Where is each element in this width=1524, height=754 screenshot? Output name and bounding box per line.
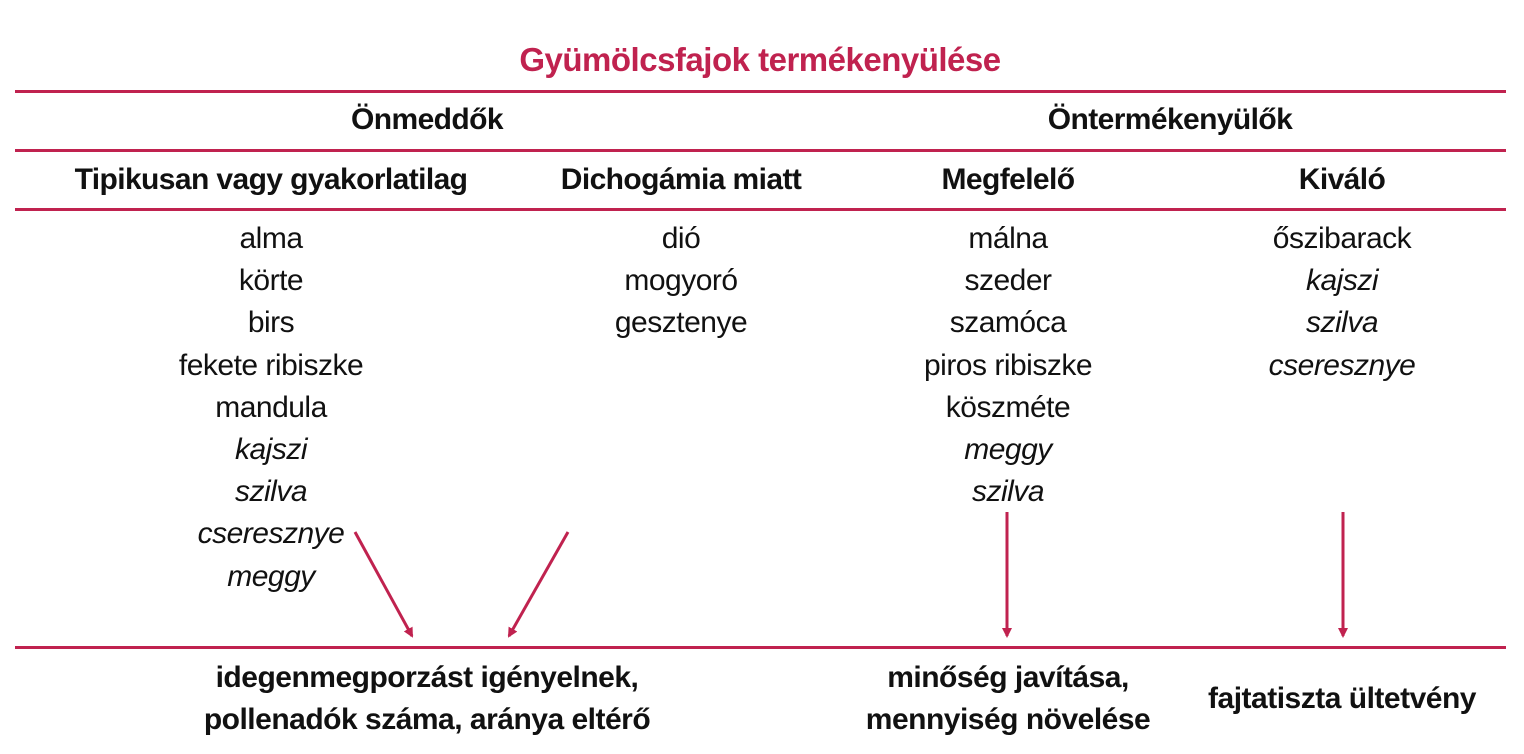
list-item: meggy [227,559,315,593]
outcome-good-line2: mennyiség növelése [865,703,1151,736]
divider-bottom [15,646,1506,649]
diagram-title: Gyümölcsfajok termékenyülése [519,41,1001,78]
outcome-self-sterile: idegenmegporzást igényelnek, pollenadók … [203,657,651,741]
column-list-dichogamy: dió mogyoró gesztenye [614,218,748,345]
outcome-self-sterile-line2: pollenadók száma, aránya eltérő [203,703,651,736]
column-list-typical: alma körte birs fekete ribiszke mandula kajsz… [178,218,364,598]
list-item: kajszi [1305,264,1379,298]
list-item: mandula [215,390,327,424]
group-header-self-sterile: Önmeddők [351,103,503,136]
outcome-good-line1: minőség javítása, [887,661,1129,694]
divider-columns [15,208,1506,211]
divider-top [15,90,1506,93]
column-header-typical: Tipikusan vagy gyakorlatilag [74,163,468,196]
column-list-good: málna szeder szamóca piros ribiszke köszméte… [923,218,1093,513]
list-item: alma [239,222,303,255]
list-item: kajszi [234,433,308,467]
list-item: gesztenye [614,306,748,340]
column-header-dichogamy: Dichogámia miatt [560,163,802,196]
list-item: szamóca [949,306,1067,340]
column-header-good: Megfelelő [941,163,1076,196]
outcome-excellent: fajtatiszta ültetvény [1208,682,1476,715]
list-item: málna [968,222,1048,255]
list-item: birs [247,306,295,340]
list-item: meggy [964,433,1052,467]
list-item: körte [238,264,304,298]
list-item: köszméte [945,390,1071,424]
arrow-typical [353,531,414,638]
list-item: őszibarack [1272,222,1412,255]
arrow-dichogamy [507,531,570,638]
list-item: fekete ribiszke [178,348,364,382]
list-item: szilva [234,475,308,509]
outcome-self-sterile-line1: idegenmegporzást igényelnek, [215,661,639,694]
group-header-self-fertile: Öntermékenyülők [1047,103,1293,136]
list-item: mogyoró [624,264,738,298]
column-header-excellent: Kiváló [1298,163,1386,196]
list-item: piros ribiszke [923,348,1093,382]
list-item: cseresznye [1268,348,1416,382]
list-item: szilva [971,475,1045,509]
list-item: cseresznye [197,517,345,551]
list-item: szeder [964,264,1052,298]
column-list-excellent: őszibarack kajszi szilva cseresznye [1269,218,1416,387]
outcome-good: minőség javítása, mennyiség növelése [865,657,1151,741]
divider-groups [15,149,1506,152]
list-item: dió [661,222,701,255]
list-item: szilva [1305,306,1379,340]
